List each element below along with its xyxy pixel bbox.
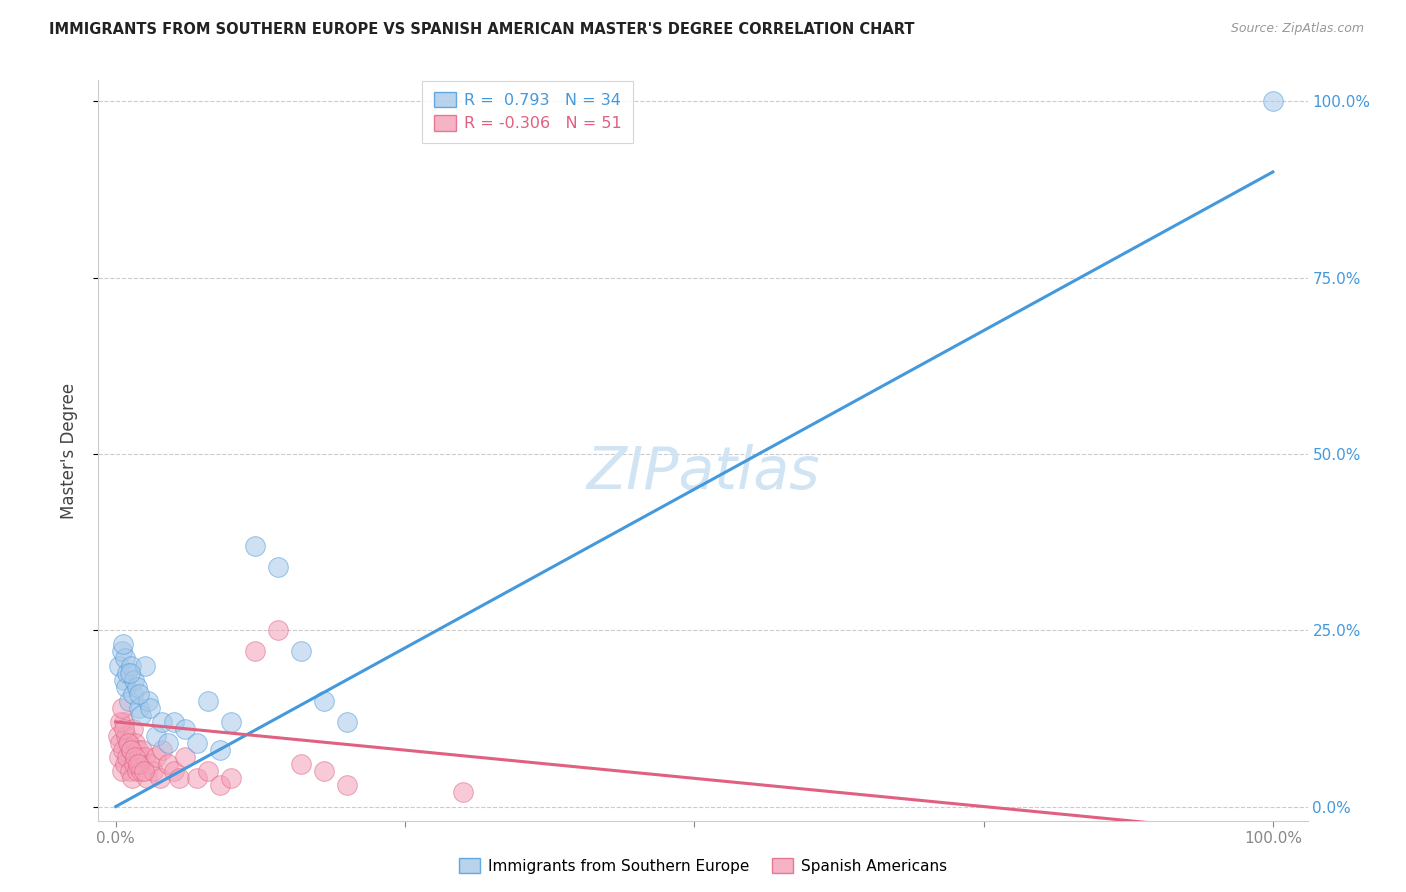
Point [221,714,243,729]
Point [122,722,145,736]
Point [174,750,197,764]
Point [111,637,134,651]
Point [124,673,146,687]
Point [186,772,208,786]
Point [336,778,359,792]
Point [121,772,143,786]
Text: Source: ZipAtlas.com: Source: ZipAtlas.com [1230,22,1364,36]
Point [132,764,155,779]
Point [336,714,359,729]
Point [110,764,132,779]
Point [221,772,243,786]
Point [197,764,219,779]
Point [150,743,173,757]
Point [114,651,136,665]
Point [114,722,136,736]
Point [120,743,142,757]
Point [243,539,266,553]
Point [117,694,139,708]
Point [117,750,139,764]
Point [111,743,134,757]
Point [122,687,145,701]
Point [150,714,173,729]
Point [129,757,152,772]
Point [197,694,219,708]
Point [125,680,148,694]
Legend: Immigrants from Southern Europe, Spanish Americans: Immigrants from Southern Europe, Spanish… [453,852,953,880]
Point [129,707,152,722]
Point [267,624,290,638]
Point [149,772,172,786]
Text: ZIPatlas: ZIPatlas [586,444,820,501]
Point [110,736,132,750]
Point [208,743,231,757]
Point [129,764,152,779]
Point [451,785,474,799]
Point [139,757,162,772]
Point [290,757,312,772]
Point [134,750,156,764]
Point [243,644,266,658]
Point [128,750,150,764]
Point [114,757,136,772]
Point [107,729,129,743]
Point [1261,95,1284,109]
Point [110,644,132,658]
Point [142,764,165,779]
Point [136,694,159,708]
Point [169,772,191,786]
Point [162,764,184,779]
Point [312,694,335,708]
Point [117,665,139,680]
Point [111,701,134,715]
Point [312,764,335,779]
Point [125,764,148,779]
Point [117,736,139,750]
Point [128,687,150,701]
Point [174,722,197,736]
Point [139,701,162,715]
Point [118,665,141,680]
Point [290,644,312,658]
Point [208,778,231,792]
Point [120,658,142,673]
Legend: R =  0.793   N = 34, R = -0.306   N = 51: R = 0.793 N = 34, R = -0.306 N = 51 [422,81,633,143]
Point [156,757,179,772]
Point [117,736,139,750]
Point [136,772,159,786]
Point [124,736,146,750]
Point [112,673,135,687]
Point [124,750,146,764]
Point [145,750,167,764]
Point [108,658,131,673]
Y-axis label: Master's Degree: Master's Degree [59,383,77,518]
Point [108,714,131,729]
Text: IMMIGRANTS FROM SOUTHERN EUROPE VS SPANISH AMERICAN MASTER'S DEGREE CORRELATION : IMMIGRANTS FROM SOUTHERN EUROPE VS SPANI… [49,22,915,37]
Point [112,714,135,729]
Point [186,736,208,750]
Point [128,701,150,715]
Point [145,729,167,743]
Point [127,743,149,757]
Point [131,743,153,757]
Point [267,559,290,574]
Point [120,743,142,757]
Point [108,750,131,764]
Point [162,714,184,729]
Point [156,736,179,750]
Point [115,680,138,694]
Point [124,757,146,772]
Point [134,658,156,673]
Point [118,764,141,779]
Point [115,729,138,743]
Point [127,757,149,772]
